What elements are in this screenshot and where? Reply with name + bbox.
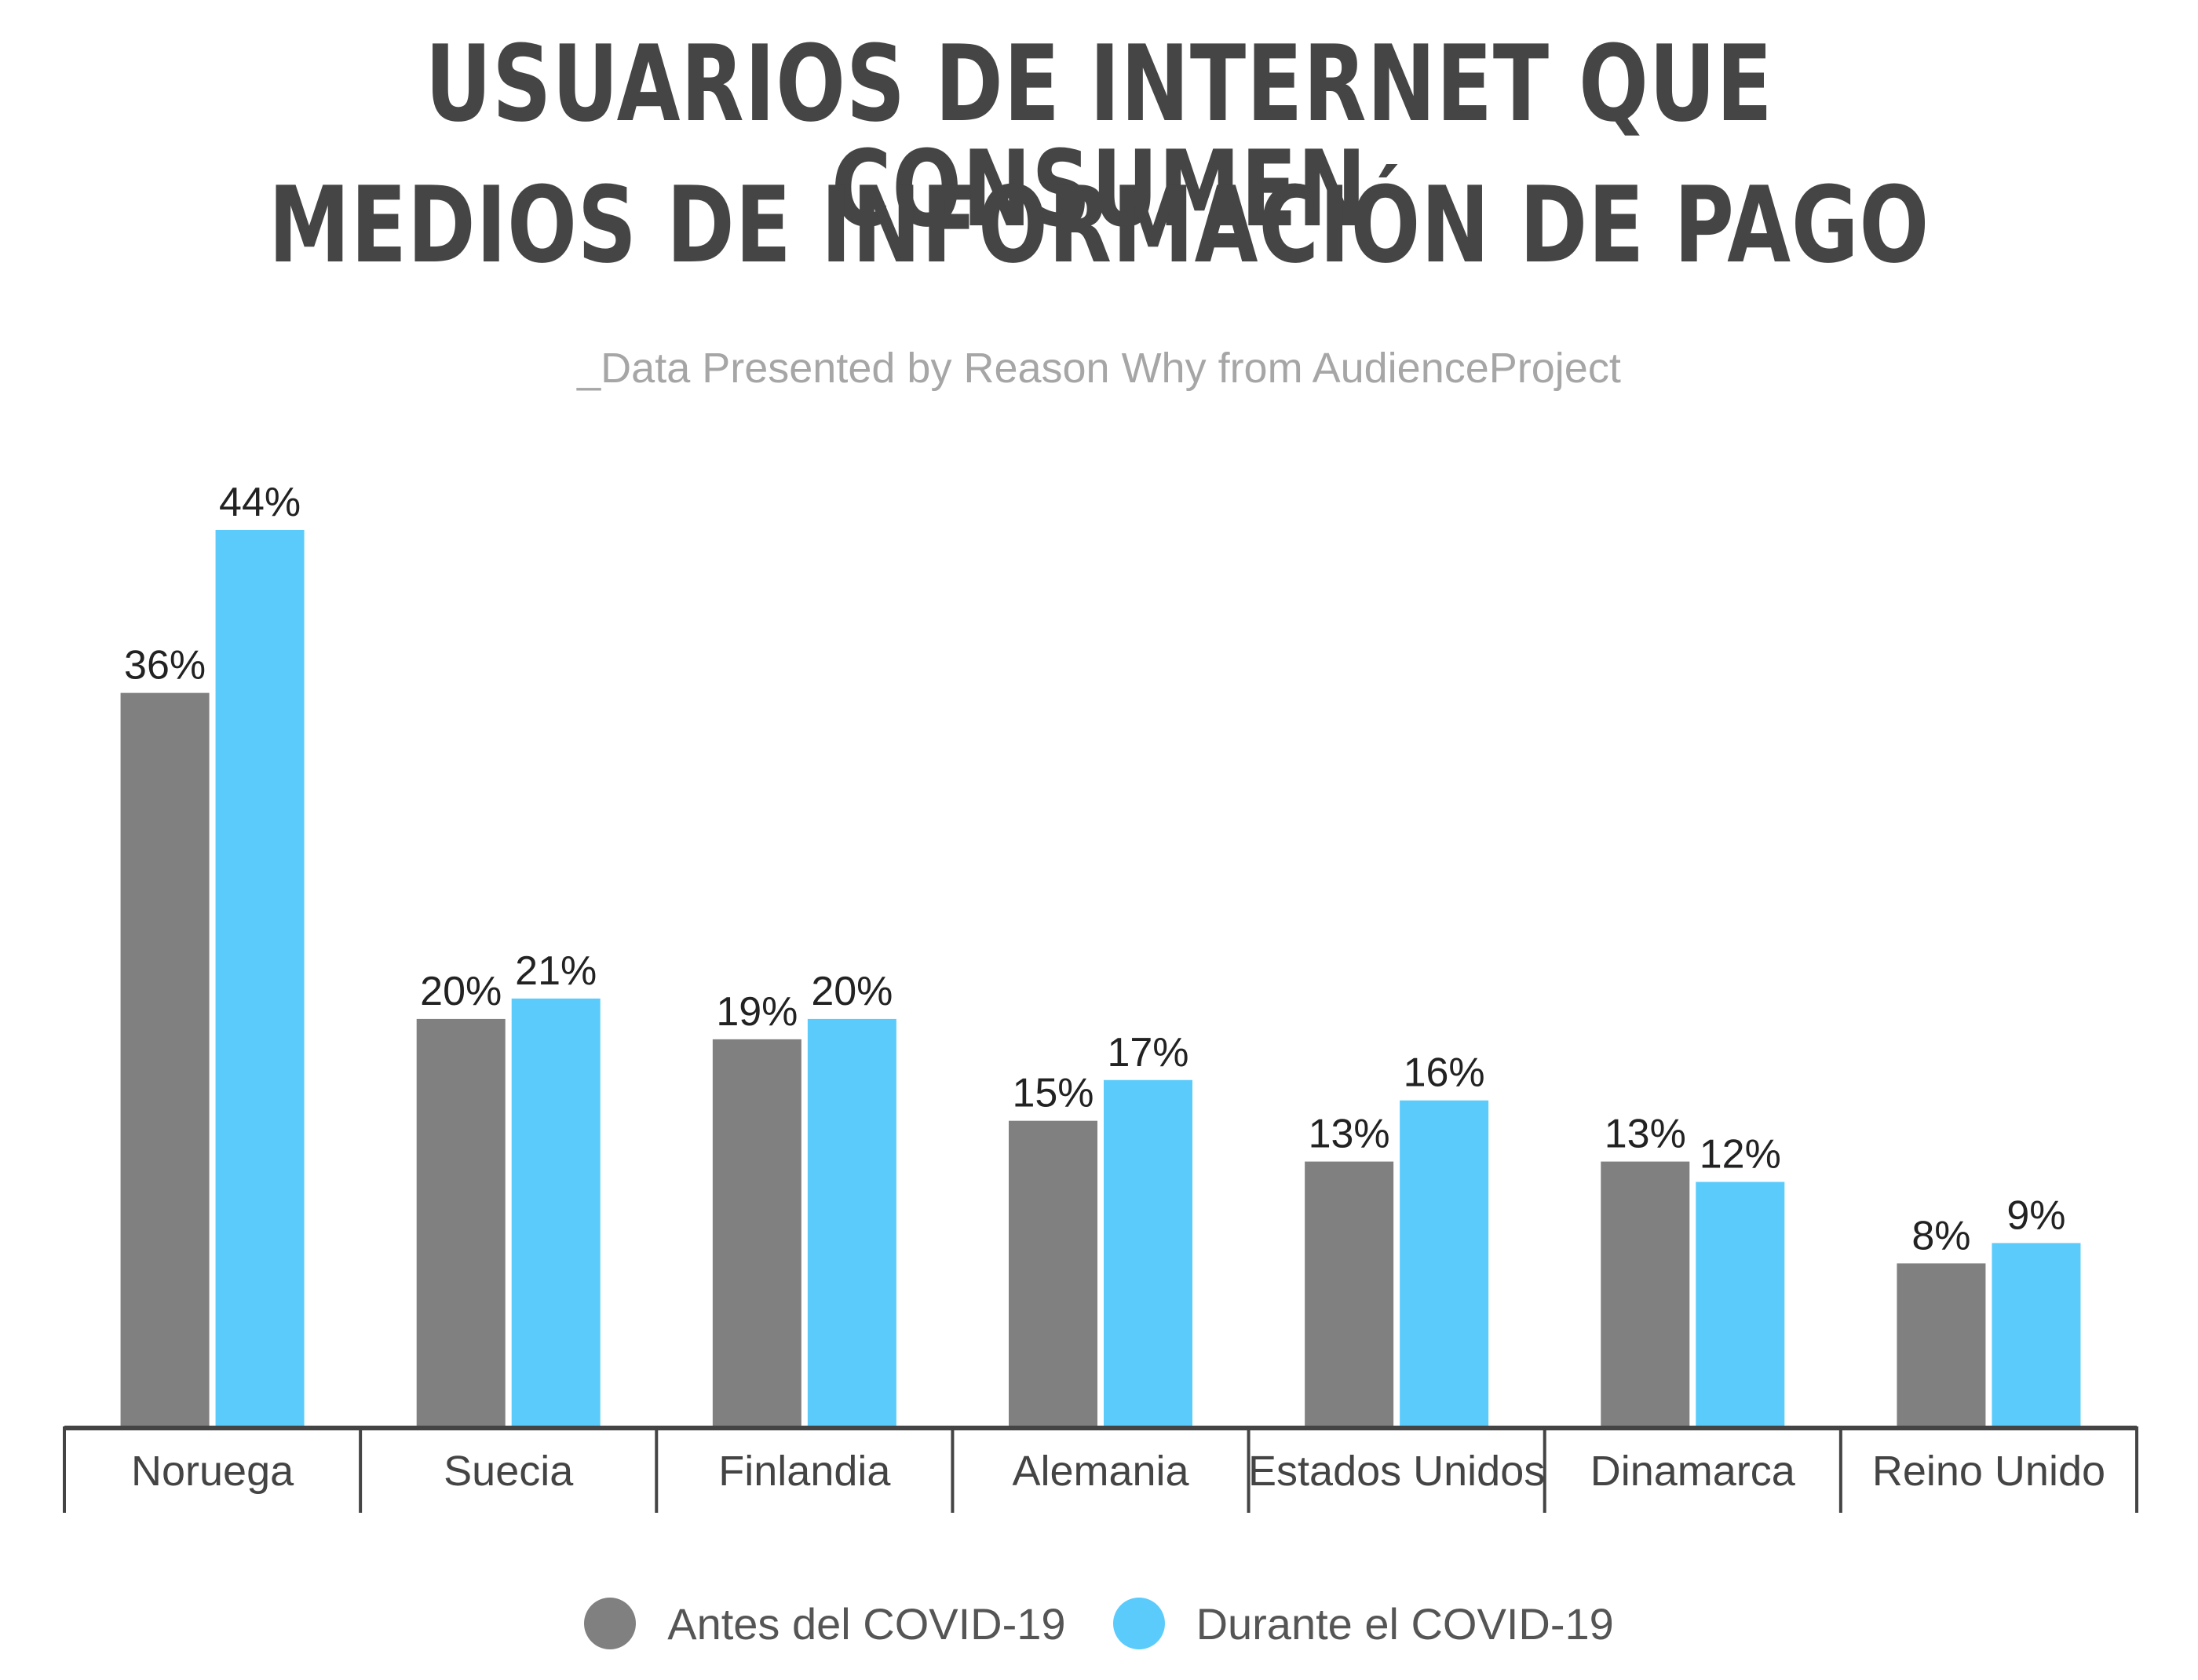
bar-durante-noruega	[215, 530, 305, 1426]
value-label-durante-reino-unido: 9%	[2006, 1192, 2065, 1238]
bar-antes-dinamarca	[1601, 1161, 1690, 1426]
value-label-durante-alemania: 17%	[1107, 1030, 1188, 1076]
bar-durante-estados-unidos	[1400, 1100, 1489, 1426]
category-label-finlandia: Finlandia	[718, 1448, 891, 1495]
bar-antes-alemania	[1009, 1120, 1097, 1426]
value-label-durante-estados-unidos: 16%	[1404, 1050, 1485, 1096]
bar-antes-finlandia	[712, 1039, 801, 1426]
category-label-reino-unido: Reino Unido	[1872, 1448, 2105, 1495]
value-label-antes-finlandia: 19%	[716, 989, 798, 1035]
value-label-antes-alemania: 15%	[1012, 1071, 1094, 1116]
category-label-dinamarca: Dinamarca	[1590, 1448, 1796, 1495]
legend-item-durante: Durante el COVID-19	[1112, 1598, 1614, 1649]
chart-title-line2: MEDIOS DE INFORMACIÓN DE PAGO	[268, 164, 1930, 287]
legend-label-antes: Antes del COVID-19	[667, 1598, 1066, 1649]
value-label-durante-finlandia: 20%	[811, 969, 893, 1014]
chart-subtitle: _Data Presented by Reason Why from Audie…	[577, 345, 1621, 392]
chart-title-line1: USUARIOS DE INTERNET QUE CONSUMEN	[425, 23, 1773, 250]
value-label-antes-noruega: 36%	[124, 643, 206, 688]
bar-antes-estados-unidos	[1305, 1161, 1394, 1426]
value-label-durante-suecia: 21%	[515, 948, 597, 994]
bar-antes-noruega	[120, 692, 210, 1426]
category-label-alemania: Alemania	[1012, 1448, 1189, 1495]
legend-label-durante: Durante el COVID-19	[1196, 1598, 1614, 1649]
category-label-suecia: Suecia	[444, 1448, 574, 1495]
bar-durante-reino-unido	[1992, 1243, 2081, 1426]
bar-durante-alemania	[1104, 1079, 1192, 1426]
value-label-antes-suecia: 20%	[420, 969, 502, 1014]
chart-legend: Antes del COVID-19 Durante el COVID-19	[0, 1598, 2198, 1649]
value-label-antes-reino-unido: 8%	[1911, 1213, 1970, 1258]
legend-swatch-durante	[1112, 1598, 1165, 1649]
bar-durante-finlandia	[807, 1018, 896, 1426]
bar-antes-suecia	[416, 1018, 506, 1426]
category-label-estados-unidos: Estados Unidos	[1248, 1448, 1545, 1495]
bar-durante-dinamarca	[1696, 1181, 1785, 1426]
value-label-antes-estados-unidos: 13%	[1309, 1112, 1390, 1157]
legend-item-antes: Antes del COVID-19	[584, 1598, 1066, 1649]
value-label-antes-dinamarca: 13%	[1605, 1112, 1686, 1157]
bar-durante-suecia	[511, 998, 601, 1426]
bar-antes-reino-unido	[1897, 1263, 1986, 1426]
value-label-durante-dinamarca: 12%	[1700, 1132, 1781, 1178]
category-label-noruega: Noruega	[131, 1448, 294, 1495]
value-label-durante-noruega: 44%	[219, 480, 301, 525]
legend-swatch-antes	[584, 1598, 637, 1649]
